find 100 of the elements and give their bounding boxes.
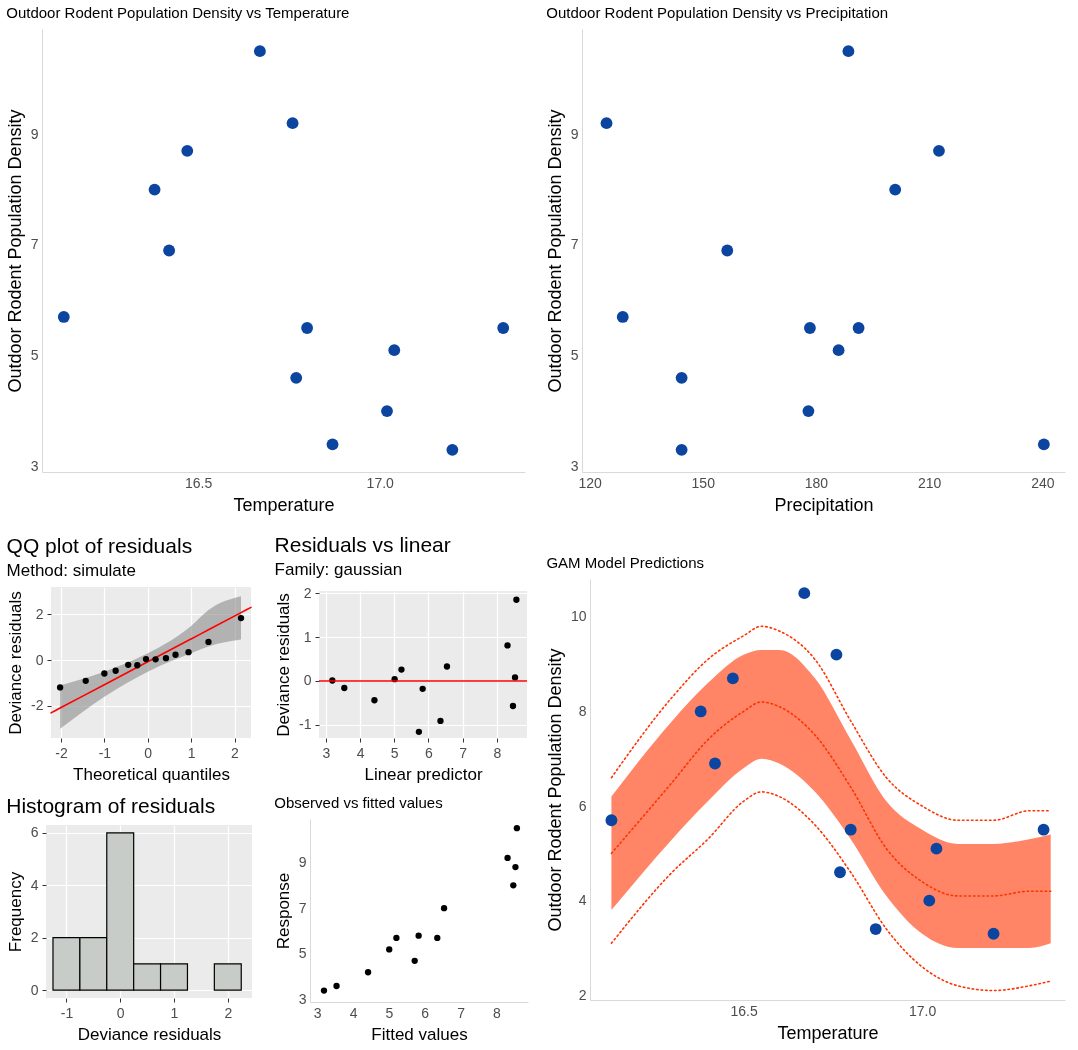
point [205,638,212,646]
x-tick-label: 6 [425,744,434,761]
point [163,244,176,257]
point [112,667,119,674]
point [56,684,64,691]
point [411,957,418,964]
point [802,405,815,417]
chart-title: QQ plot of residuals [6,534,193,557]
point [148,183,161,196]
x-tick-label: 7 [457,1004,466,1021]
point [889,183,902,196]
x-tick-label: -2 [55,744,68,761]
point [162,655,170,662]
line-series [610,701,1052,897]
point [832,344,845,357]
point [326,438,339,451]
point [393,934,400,942]
line-series [610,791,1052,992]
point [869,923,882,935]
point [511,674,519,681]
x-tick-label: 150 [691,474,716,491]
x-axis-title: Deviance residuals [77,1024,222,1044]
point [852,322,865,334]
y-tick-label: 9 [298,853,307,870]
chart-title: Residuals vs linear [274,533,451,557]
chart-title: GAM Model Predictions [546,554,704,571]
y-axis-title: Outdoor Rodent Population Density [4,109,25,393]
x-tick-label: 180 [804,474,829,491]
y-tick-label: 0 [30,981,39,998]
x-tick-label: 4 [356,744,365,761]
line-series [50,606,252,714]
x-tick-label: 7 [459,744,468,761]
point [301,322,314,334]
y-tick-label: 6 [578,797,587,814]
y-tick-label: 1 [303,628,312,645]
point [364,969,372,976]
point [513,596,520,603]
point [1037,438,1050,451]
y-tick-label: 3 [298,991,307,1008]
point [253,45,266,58]
x-axis-title: Precipitation [774,494,874,515]
point [930,842,943,855]
x-tick-label: 2 [224,1004,233,1021]
point [419,685,426,693]
point [933,144,945,157]
point [237,614,245,622]
y-tick-label: 4 [30,876,39,893]
point [694,705,707,718]
point [172,651,179,658]
x-tick-label: 1 [187,744,196,761]
y-tick-label: 5 [298,945,307,962]
y-axis-title: Frequency [5,871,25,953]
y-tick-label: 7 [298,899,307,916]
y-tick-label: 10 [570,608,587,625]
point [286,117,299,130]
x-axis-title: Linear predictor [364,764,483,784]
point [440,905,448,912]
point [125,661,132,668]
x-tick-label: 8 [493,1004,502,1021]
point [290,371,303,384]
point [923,894,936,907]
point [181,144,194,157]
y-tick-label: 2 [578,986,587,1003]
x-tick-label: 120 [578,474,602,491]
x-tick-label: 4 [349,1004,358,1021]
x-tick-label: 210 [917,474,942,491]
y-tick-label: -2 [31,697,44,714]
x-tick-label: 17.0 [909,1002,937,1019]
point [675,371,688,384]
point [152,656,159,663]
x-axis-title: Temperature [233,494,335,515]
point [605,814,618,827]
y-tick-label: 8 [578,702,587,719]
y-axis-title: Outdoor Rodent Population Density [544,109,565,393]
point [709,757,721,770]
y-tick-label: 2 [303,584,312,601]
point [185,649,192,656]
x-axis-title: Temperature [777,1022,879,1043]
point [987,927,1000,940]
x-tick-label: -1 [60,1004,74,1021]
x-tick-label: 6 [421,1004,430,1021]
point [333,982,340,990]
y-tick-label: 2 [30,929,39,946]
y-axis-title: Deviance residuals [274,593,294,737]
point [510,882,517,889]
point [386,946,393,953]
x-tick-label: 1 [170,1004,179,1021]
point [434,934,441,942]
chart-title: Outdoor Rodent Population Density vs Temperature [6,4,350,21]
point [675,443,688,456]
point [371,697,378,704]
y-tick-label: 6 [30,824,39,841]
point [446,443,459,456]
x-tick-label: 5 [390,744,399,761]
point [415,728,423,736]
y-tick-label: 9 [30,125,39,142]
y-axis-title: Deviance residuals [6,591,26,735]
y-tick-label: 7 [30,236,39,253]
y-tick-label: 7 [570,236,579,253]
chart-subtitle: Family: gaussian [274,560,403,580]
